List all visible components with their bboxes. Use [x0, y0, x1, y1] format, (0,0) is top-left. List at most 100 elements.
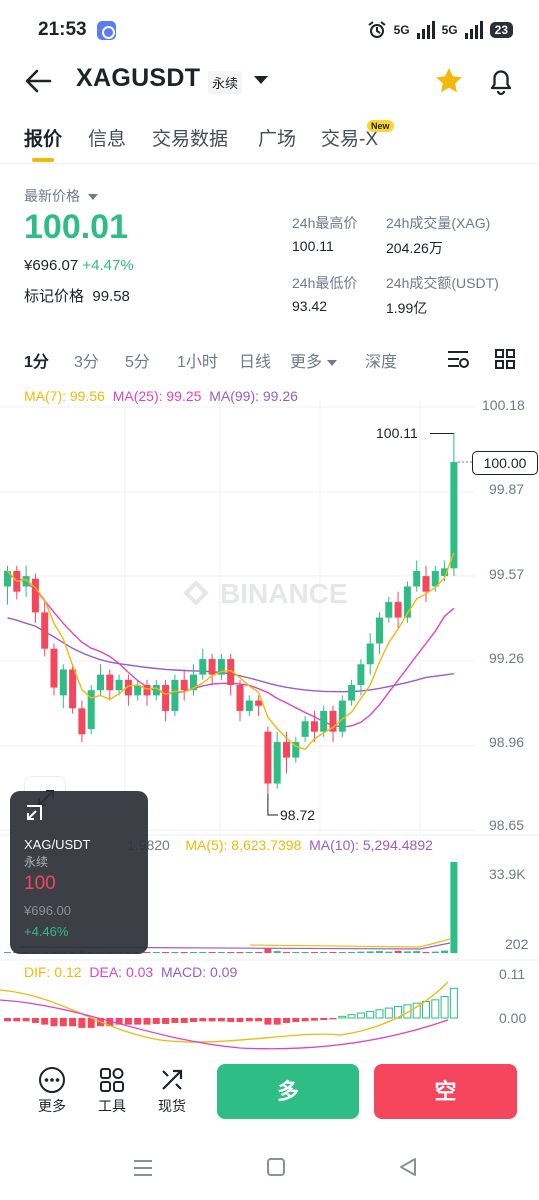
low-marker-line	[267, 793, 278, 816]
candle	[338, 700, 346, 732]
macd-bar	[320, 1018, 328, 1020]
active-tab-indicator	[32, 158, 54, 162]
macd-bar	[78, 1018, 86, 1028]
volume-bar	[310, 952, 318, 953]
candle	[134, 685, 142, 696]
macd-bar	[13, 1018, 21, 1022]
interval-1h[interactable]: 1小时	[177, 354, 218, 371]
macd-bar	[283, 1018, 290, 1023]
candle	[292, 742, 300, 758]
volume-bar	[190, 952, 197, 953]
volume-bar	[422, 951, 430, 953]
candle	[41, 612, 49, 649]
macd-bar	[236, 1018, 244, 1022]
tab-trading-data[interactable]: 交易数据	[152, 129, 229, 150]
macd-bar	[87, 1018, 95, 1028]
volume-label: 24h成交量(XAG)	[386, 215, 491, 231]
volume-bar	[171, 952, 179, 953]
candle	[413, 570, 421, 587]
volume-bar	[320, 952, 328, 953]
kline-chart[interactable]: BINANCE	[0, 380, 539, 1052]
candle	[236, 685, 244, 711]
candle	[320, 710, 328, 732]
more-button[interactable]: 更多	[30, 1066, 74, 1116]
candle	[208, 659, 216, 675]
tab-info[interactable]: 信息	[88, 129, 127, 150]
indicator-settings-icon[interactable]	[446, 348, 470, 370]
macd-bar	[375, 1009, 384, 1019]
last-price: 100.01	[24, 208, 128, 246]
volume-bar	[264, 948, 272, 953]
battery-indicator: 23	[489, 22, 513, 38]
macd-bar	[264, 1018, 272, 1025]
macd-bar	[255, 1018, 263, 1022]
long-button[interactable]: 多	[217, 1064, 359, 1119]
candle	[180, 679, 188, 691]
macd-bar	[4, 1018, 11, 1022]
back-arrow-icon[interactable]	[24, 68, 52, 94]
macd-bar	[31, 1018, 39, 1023]
macd-bar	[59, 1018, 67, 1027]
change-percent: +4.47%	[82, 257, 134, 274]
section-tabs: 报价 信息 交易数据 广场 交易-X New	[0, 118, 539, 164]
price-axis-tick: 98.65	[489, 817, 525, 833]
macd-bar	[384, 1007, 393, 1019]
macd-bar	[124, 1018, 132, 1025]
volume-axis-bottom: 202	[505, 936, 529, 952]
interval-more[interactable]: 更多	[290, 348, 338, 372]
tab-trade-x[interactable]: 交易-X	[321, 129, 379, 150]
volume-bar	[273, 951, 281, 953]
macd-bar	[115, 1018, 123, 1025]
volume-bar	[450, 862, 458, 953]
candle	[310, 721, 318, 732]
alarm-icon	[368, 21, 386, 38]
macd-bar	[227, 1018, 235, 1022]
candle	[152, 685, 160, 696]
floating-mini-card[interactable]: XAG/USDT 永续 100 ¥696.00 +4.46%	[10, 791, 148, 954]
new-badge: New	[367, 120, 394, 132]
interval-depth[interactable]: 深度	[365, 354, 398, 371]
home-icon[interactable]	[266, 1157, 286, 1177]
dea-label: DEA: 0.03	[89, 964, 154, 980]
macd-bar	[134, 1018, 142, 1025]
back-icon[interactable]	[398, 1157, 418, 1177]
dropdown-caret-icon[interactable]	[254, 76, 268, 84]
candle	[376, 617, 383, 644]
tab-quote[interactable]: 报价	[24, 129, 63, 150]
tools-button[interactable]: 工具	[90, 1066, 134, 1116]
macd-bar	[41, 1018, 49, 1025]
macd-bar	[245, 1018, 253, 1022]
candle	[115, 679, 123, 691]
pair-header: XAGUSDT 永续	[0, 58, 539, 104]
volume-bar	[255, 952, 263, 953]
candle	[264, 731, 272, 784]
volume-bar	[283, 951, 290, 953]
candle	[357, 664, 365, 685]
tab-square[interactable]: 广场	[258, 129, 297, 150]
macd-bar	[190, 1018, 197, 1022]
bell-icon[interactable]	[487, 66, 515, 96]
collapse-icon[interactable]	[24, 803, 44, 823]
recent-apps-icon[interactable]	[132, 1158, 154, 1178]
status-icons: 5G 5G 23	[367, 19, 513, 41]
interval-1d[interactable]: 日线	[239, 354, 272, 371]
short-button[interactable]: 空	[374, 1064, 517, 1119]
high-marker-label: 100.11	[376, 425, 418, 441]
macd-bar	[412, 1002, 421, 1019]
star-icon[interactable]	[434, 66, 464, 96]
macd-bar	[171, 1018, 179, 1023]
interval-5m[interactable]: 5分	[125, 354, 150, 371]
macd-bar	[106, 1018, 114, 1027]
pair-title[interactable]: XAGUSDT	[76, 64, 201, 92]
volume-bar	[385, 951, 393, 953]
candle	[227, 659, 235, 685]
macd-bar	[217, 1018, 225, 1022]
layout-grid-icon[interactable]	[494, 348, 516, 370]
volume-bar	[329, 952, 337, 953]
vol-ma5-label: MA(5): 8,623.7398	[185, 837, 302, 853]
last-price-label[interactable]: 最新价格	[24, 186, 98, 206]
macd-bar	[347, 1014, 356, 1019]
interval-3m[interactable]: 3分	[74, 354, 99, 371]
interval-1m[interactable]: 1分	[24, 354, 49, 371]
spot-button[interactable]: 现货	[150, 1066, 194, 1116]
